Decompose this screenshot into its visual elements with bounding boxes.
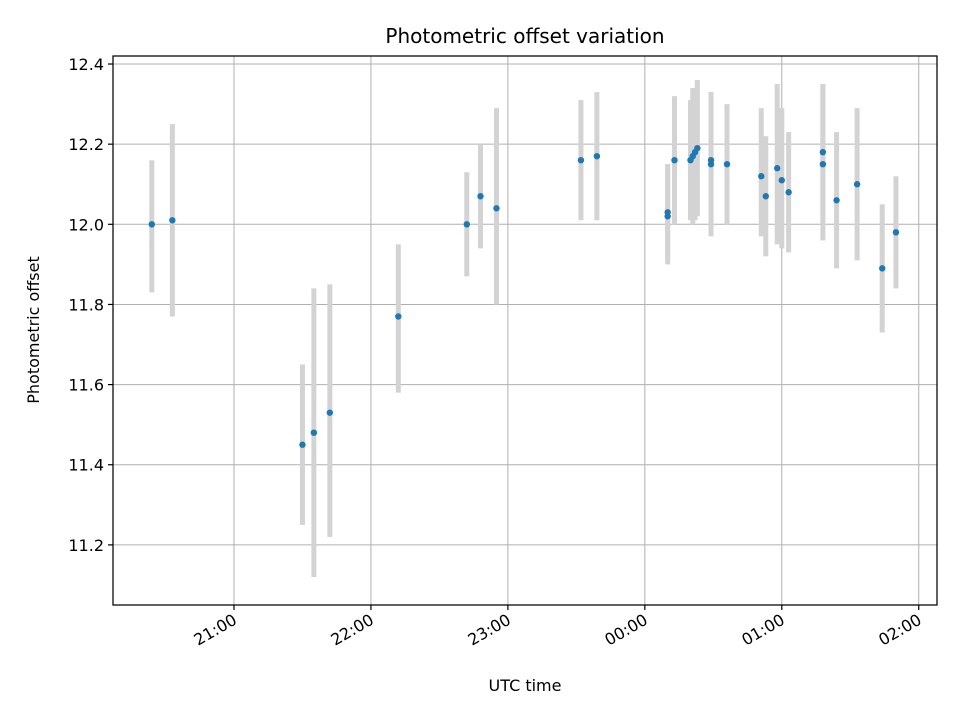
data-point [299,441,306,448]
data-point [879,265,886,272]
data-point [833,197,840,204]
data-point [148,221,156,228]
y-axis-label: Photometric offset [24,256,43,404]
data-point [694,144,701,152]
data-point [463,221,470,228]
data-point [778,177,785,184]
y-tick-label: 11.4 [68,456,104,475]
data-point [762,193,770,200]
data-point [477,193,484,200]
x-axis-label: UTC time [489,676,562,695]
data-point [671,156,678,164]
data-point [819,160,827,168]
data-point [785,189,792,196]
data-point [493,205,500,212]
y-tick-label: 11.6 [68,376,104,395]
plot-frame [112,55,938,606]
grid [113,56,937,605]
data-point [577,156,585,164]
y-tick-label: 11.2 [68,536,104,555]
data-point [395,313,402,320]
data-point [707,156,715,164]
data-point [664,209,671,216]
data-point [853,181,861,188]
y-tick-label: 11.8 [68,295,104,314]
chart-title: Photometric offset variation [385,24,664,48]
y-axis-ticks: 11.2 11.4 11.6 11.8 12.0 12.2 12.4 [68,55,113,555]
data-point [819,148,827,156]
data-point [326,409,334,416]
data-points [148,144,900,448]
data-point [758,173,765,180]
data-point [774,165,781,172]
y-tick-label: 12.0 [68,215,104,234]
y-tick-label: 12.4 [68,55,104,74]
data-point [169,217,176,224]
data-point [892,229,900,236]
data-point [593,152,601,160]
data-point [723,160,731,168]
data-point [310,429,318,436]
y-tick-label: 12.2 [68,135,104,154]
